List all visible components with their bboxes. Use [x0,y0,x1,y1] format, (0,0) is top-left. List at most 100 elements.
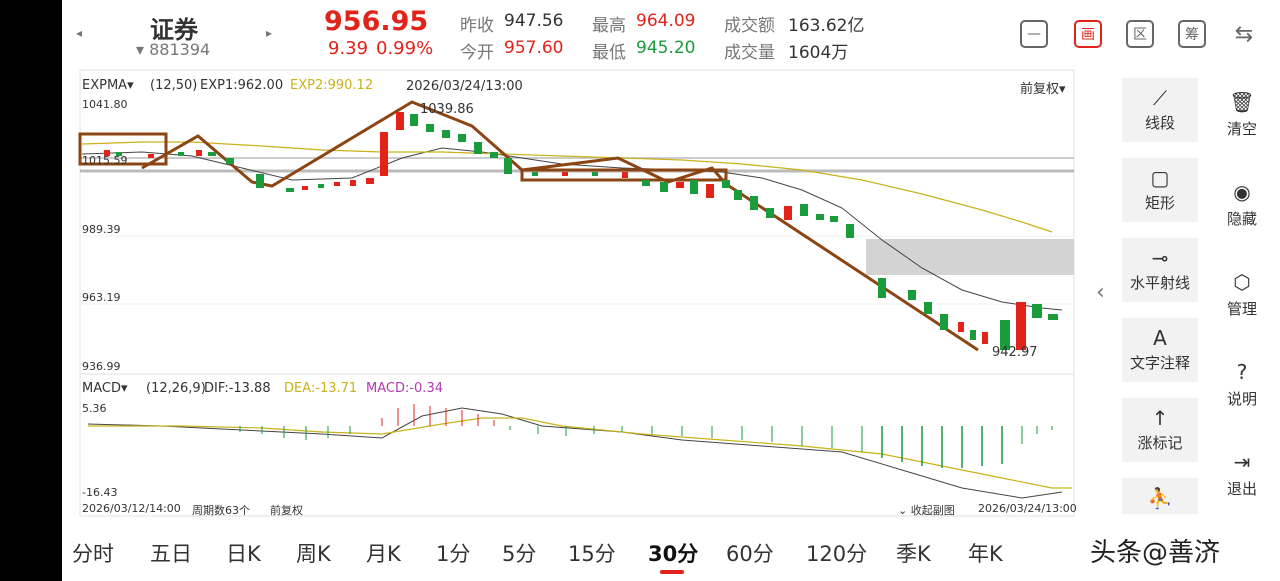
adjust-label: 前复权 [1020,82,1060,97]
macd-y-top: 5.36 [82,402,107,415]
action-label: 隐藏 [1226,210,1257,228]
tool-more[interactable]: ⛹ [1122,478,1198,514]
screen: ◂ 证券 ▾ 881394 ▸ 956.95 9.39 0.99% 昨收 947… [62,0,1280,581]
minus-glyph: — [1027,26,1041,42]
action-label: 说明 [1226,390,1257,408]
action-label: 清空 [1226,120,1257,138]
high-label: 最高 [592,16,626,36]
prev-close-label: 昨收 [460,16,494,36]
macd-selector[interactable]: MACD▾ [82,381,128,396]
clear-action[interactable]: 🗑 清空 [1214,90,1270,139]
tab-period-3[interactable]: 日K [226,542,261,566]
dif-value: DIF:-13.88 [204,381,271,396]
y-tick-3: 989.39 [82,223,121,236]
trash-icon: 🗑 [1229,90,1255,114]
price-change: 9.39 [328,38,369,59]
y-tick-2: 1015.59 [82,154,128,167]
macd-y-bottom: -16.43 [82,486,118,499]
period-count: 周期数63个 [192,504,250,517]
stock-code[interactable]: ▾ 881394 [136,40,211,59]
price-change-pct: 0.99% [376,38,434,59]
horizontal-ray-icon: ⊸ [1151,246,1169,270]
kline-chart[interactable] [62,68,1086,518]
exp2-line [81,141,1053,233]
help-icon: ? [1236,360,1248,384]
draw-glyph: 画 [1081,27,1095,43]
tool-rectangle[interactable]: ▢ 矩形 [1122,158,1198,222]
gray-zone-rect[interactable] [866,239,1074,275]
chart-draw-icon[interactable]: 画 [1074,20,1102,48]
drawn-rect-2[interactable] [520,168,728,182]
prev-stock-arrow[interactable]: ◂ [76,26,83,40]
tab-period-30min[interactable]: 30分 [648,542,699,566]
tab-period-10[interactable]: 60分 [726,542,774,566]
eye-icon: ◉ [1233,180,1251,204]
low-label: 最低 [592,43,626,63]
exit-action[interactable]: ⇥ 退出 [1214,450,1270,499]
open-label: 今开 [460,43,494,63]
stock-code-text: 881394 [149,40,211,59]
collapse-subchart[interactable]: ⌄ 收起副图 [898,504,955,517]
exp1-line [81,147,1063,311]
start-time: 2026/03/12/14:00 [82,502,181,515]
y-tick-5: 936.99 [82,360,121,373]
tool-text-annotation[interactable]: A 文字注释 [1122,318,1198,382]
adjust-selector[interactable]: 前复权▾ [1020,82,1066,97]
volume-label: 成交量 [724,43,775,63]
chip-icon[interactable]: 筹 [1178,20,1206,48]
expma-label: EXPMA [82,78,128,93]
tab-period-13[interactable]: 年K [968,542,1003,566]
line-segment-icon: ⟋ [1153,86,1167,110]
tab-period-7[interactable]: 5分 [502,542,537,566]
footer-adjust: 前复权 [270,504,303,517]
manage-action[interactable]: ⬡ 管理 [1214,270,1270,319]
last-price: 956.95 [324,6,429,37]
minus-box-icon[interactable]: — [1020,20,1048,48]
candles [104,112,1058,350]
tab-period-1[interactable]: 分时 [72,542,114,566]
dea-line [88,417,1072,489]
interval-icon[interactable]: 区 [1126,20,1154,48]
tool-up-mark[interactable]: ↑ 涨标记 [1122,398,1198,462]
expma-params: (12,50) [150,78,198,93]
tab-period-6[interactable]: 1分 [436,542,471,566]
help-action[interactable]: ? 说明 [1214,360,1270,409]
tab-period-4[interactable]: 周K [296,542,331,566]
tool-line-segment[interactable]: ⟋ 线段 [1122,78,1198,142]
stock-name: 证券 [150,16,198,44]
high-point-label: 1039.86 [420,102,474,117]
exp2-value: EXP2:990.12 [290,78,374,93]
macd-bars [239,404,1053,468]
tool-horizontal-ray[interactable]: ⊸ 水平射线 [1122,238,1198,302]
drawn-rect-1[interactable] [78,132,168,166]
low-point-label: 942.97 [992,345,1038,360]
low-value: 945.20 [636,38,696,58]
tool-label: 矩形 [1144,194,1175,212]
y-tick-4: 963.19 [82,291,121,304]
tab-period-12[interactable]: 季K [896,542,931,566]
active-tab-indicator [660,570,684,574]
collapse-panel-icon[interactable]: ‹ [1096,280,1105,305]
open-value: 957.60 [504,38,564,58]
rectangle-icon: ▢ [1150,166,1170,190]
tab-period-11[interactable]: 120分 [806,542,868,566]
drawn-segments[interactable] [141,100,979,352]
tab-period-8[interactable]: 15分 [568,542,616,566]
prev-close-value: 947.56 [504,11,564,31]
more-tool-icon: ⛹ [1147,486,1173,510]
dea-value: DEA:-13.71 [284,381,358,396]
exit-icon: ⇥ [1233,450,1251,474]
tool-label: 水平射线 [1129,274,1190,292]
watermark: 头条@善济 [1090,538,1221,568]
rotate-screen-icon[interactable]: ⇆ [1230,20,1258,48]
action-label: 退出 [1226,480,1257,498]
macd-params: (12,26,9) [146,381,206,396]
cursor-time: 2026/03/24/13:00 [406,79,523,94]
tab-period-2[interactable]: 五日 [150,542,192,566]
hide-action[interactable]: ◉ 隐藏 [1214,180,1270,229]
expma-selector[interactable]: EXPMA▾ [82,78,134,93]
next-stock-arrow[interactable]: ▸ [266,26,273,40]
tool-label: 文字注释 [1129,354,1190,372]
tab-period-5[interactable]: 月K [366,542,401,566]
high-value: 964.09 [636,11,696,31]
